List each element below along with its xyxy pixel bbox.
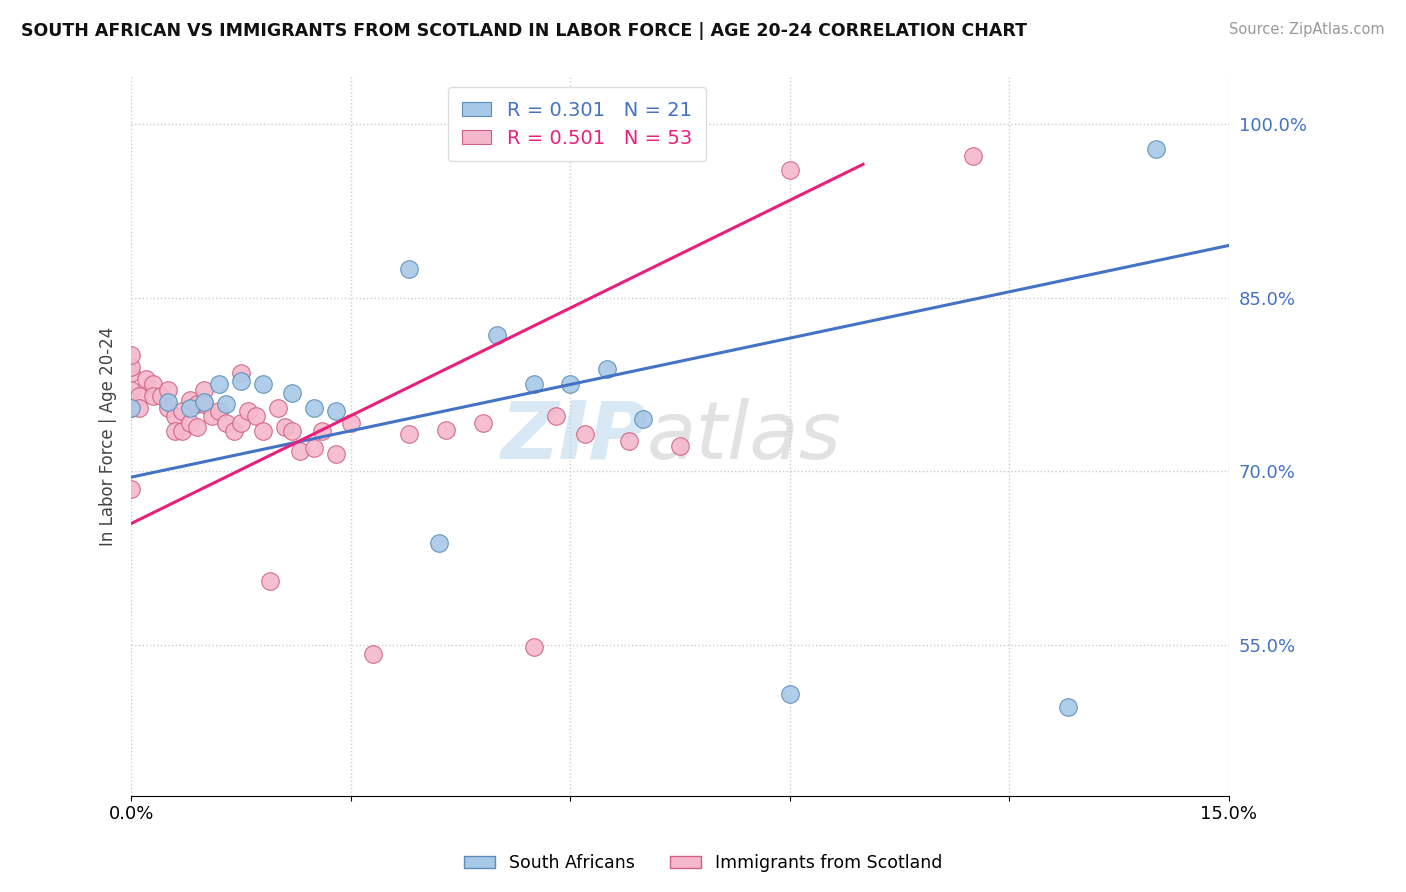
Point (186, 397, 208, 411)
Y-axis label: In Labor Force | Age 20-24: In Labor Force | Age 20-24 (100, 327, 117, 546)
Point (361, 648, 384, 662)
Point (311, 424, 333, 438)
Text: ZIP: ZIP (499, 398, 647, 475)
Point (523, 640, 546, 655)
Point (208, 377, 231, 392)
Text: Source: ZipAtlas.com: Source: ZipAtlas.com (1229, 22, 1385, 37)
Point (281, 385, 304, 400)
Point (135, 372, 157, 386)
Point (596, 362, 619, 376)
Point (120, 384, 142, 398)
Point (120, 482, 142, 496)
Point (252, 424, 274, 438)
Point (208, 404, 231, 418)
Point (617, 434, 640, 449)
Point (142, 389, 165, 403)
Text: atlas: atlas (647, 398, 842, 475)
Point (193, 397, 215, 411)
Point (179, 392, 201, 407)
Point (156, 394, 179, 409)
Point (229, 416, 252, 430)
Point (669, 439, 692, 453)
Point (120, 349, 142, 363)
Point (156, 384, 179, 398)
Point (325, 404, 347, 418)
Point (259, 574, 281, 589)
Point (193, 394, 215, 409)
Point (238, 404, 260, 418)
Point (120, 360, 142, 375)
Point (266, 401, 288, 415)
Point (427, 536, 450, 550)
Point (165, 409, 187, 423)
Point (186, 420, 208, 434)
Point (179, 416, 201, 430)
Point (120, 401, 142, 415)
Point (215, 416, 238, 430)
Point (779, 163, 801, 178)
Point (156, 401, 179, 415)
Point (128, 389, 150, 403)
Point (274, 420, 297, 434)
Point (215, 397, 238, 411)
Point (574, 427, 596, 442)
Point (398, 261, 420, 276)
Point (398, 427, 420, 442)
Point (252, 377, 274, 392)
Point (633, 412, 655, 426)
Point (288, 443, 311, 458)
Point (172, 404, 194, 418)
Point (434, 423, 457, 437)
Point (222, 424, 245, 438)
Point (281, 424, 304, 438)
Point (523, 377, 546, 392)
Point (149, 389, 172, 403)
Point (471, 416, 494, 430)
Point (779, 687, 801, 701)
Point (544, 409, 567, 423)
Point (128, 401, 150, 415)
Point (179, 401, 201, 415)
Point (560, 377, 582, 392)
Point (302, 401, 325, 415)
Point (245, 409, 267, 423)
Point (120, 401, 142, 415)
Point (142, 377, 165, 392)
Point (229, 366, 252, 380)
Legend: South Africans, Immigrants from Scotland: South Africans, Immigrants from Scotland (457, 847, 949, 879)
Legend: R = 0.301   N = 21, R = 0.501   N = 53: R = 0.301 N = 21, R = 0.501 N = 53 (449, 87, 706, 161)
Point (302, 441, 325, 455)
Point (120, 366, 142, 380)
Point (172, 424, 194, 438)
Point (325, 447, 347, 461)
Point (339, 416, 361, 430)
Point (1057, 699, 1080, 714)
Point (165, 424, 187, 438)
Point (193, 384, 215, 398)
Point (1144, 142, 1167, 156)
Point (229, 374, 252, 388)
Point (486, 327, 509, 342)
Text: SOUTH AFRICAN VS IMMIGRANTS FROM SCOTLAND IN LABOR FORCE | AGE 20-24 CORRELATION: SOUTH AFRICAN VS IMMIGRANTS FROM SCOTLAN… (21, 22, 1028, 40)
Point (201, 409, 224, 423)
Point (962, 149, 984, 163)
